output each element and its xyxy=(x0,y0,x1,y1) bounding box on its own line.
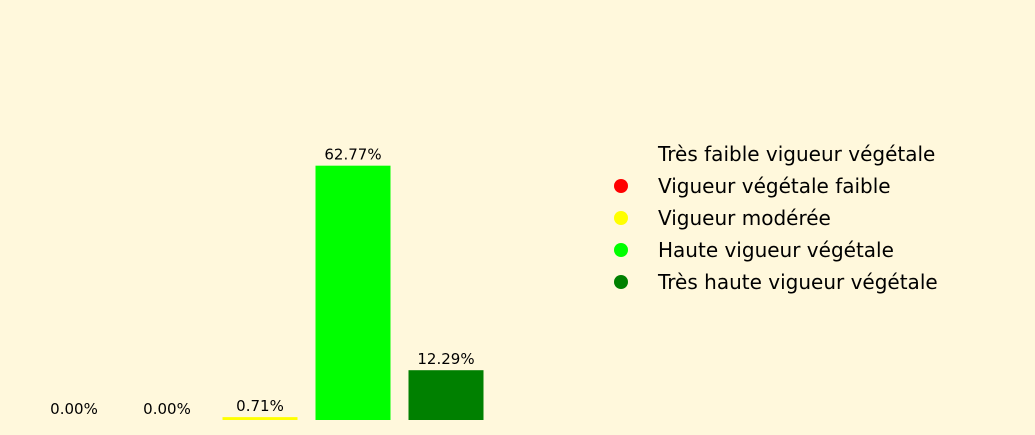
legend-label-5: Très haute vigueur végétale xyxy=(658,270,938,294)
legend-marker-2 xyxy=(614,179,628,193)
legend-marker-5 xyxy=(614,275,628,289)
bar-value-label-5: 12.29% xyxy=(417,350,474,368)
legend-marker-3 xyxy=(614,211,628,225)
bar-value-label-2: 0.00% xyxy=(143,400,191,418)
legend-label-3: Vigueur modérée xyxy=(658,206,831,230)
bar-value-label-3: 0.71% xyxy=(236,397,284,415)
legend-label-1: Très faible vigueur végétale xyxy=(658,142,936,166)
bar-5 xyxy=(408,370,484,420)
bar-4 xyxy=(315,165,391,420)
bar-value-label-4: 62.77% xyxy=(324,146,381,164)
legend-marker-1 xyxy=(614,147,628,161)
bar-3 xyxy=(222,417,298,420)
legend-label-2: Vigueur végétale faible xyxy=(658,174,891,198)
bar-value-label-1: 0.00% xyxy=(50,400,98,418)
legend-label-4: Haute vigueur végétale xyxy=(658,238,894,262)
legend-marker-4 xyxy=(614,243,628,257)
